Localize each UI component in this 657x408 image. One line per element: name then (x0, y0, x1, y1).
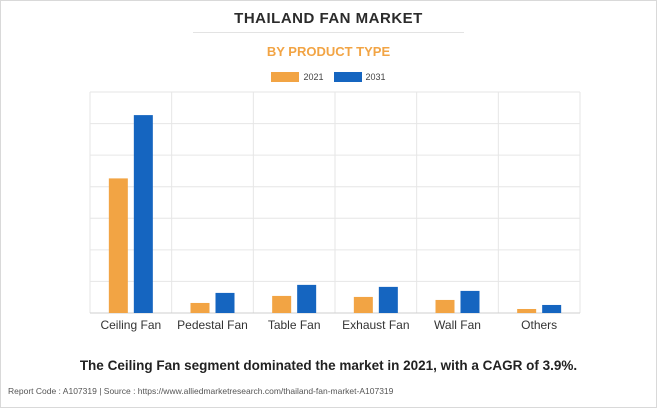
legend-item-2031: 2031 (333, 72, 386, 82)
x-tick-label: Others (521, 318, 557, 332)
chart-caption: The Ceiling Fan segment dominated the ma… (79, 358, 578, 373)
bar-2031-ceiling-fan (133, 115, 153, 313)
x-tick-label: Pedestal Fan (177, 318, 248, 332)
bar-2021-ceiling-fan (108, 178, 128, 313)
legend-label-2021: 2021 (303, 72, 324, 82)
legend-label-2031: 2031 (365, 72, 386, 82)
title-divider (193, 32, 464, 33)
bar-2031-table-fan (297, 284, 317, 313)
bar-2031-pedestal-fan (215, 292, 235, 313)
x-tick-label: Wall Fan (434, 318, 481, 332)
legend-item-2021: 2021 (271, 72, 324, 82)
bar-2031-exhaust-fan (378, 286, 398, 313)
legend-swatch-2021 (271, 72, 300, 82)
bar-2021-wall-fan (435, 299, 455, 313)
bar-2021-others (517, 308, 537, 313)
report-footer: Report Code : A107319 | Source : https:/… (8, 386, 394, 396)
bar-2021-pedestal-fan (190, 302, 210, 313)
x-tick-label: Exhaust Fan (342, 318, 409, 332)
x-tick-label: Ceiling Fan (100, 318, 161, 332)
bar-2021-table-fan (272, 295, 292, 313)
bar-2031-wall-fan (460, 290, 480, 313)
bar-2031-others (542, 304, 562, 313)
bar-2021-exhaust-fan (353, 296, 373, 313)
chart-subtitle: BY PRODUCT TYPE (266, 44, 391, 59)
x-tick-label: Table Fan (268, 318, 321, 332)
chart-title: THAILAND FAN MARKET (234, 10, 423, 27)
legend-swatch-2031 (333, 72, 362, 82)
chart-legend: 2021 2031 (0, 72, 657, 82)
